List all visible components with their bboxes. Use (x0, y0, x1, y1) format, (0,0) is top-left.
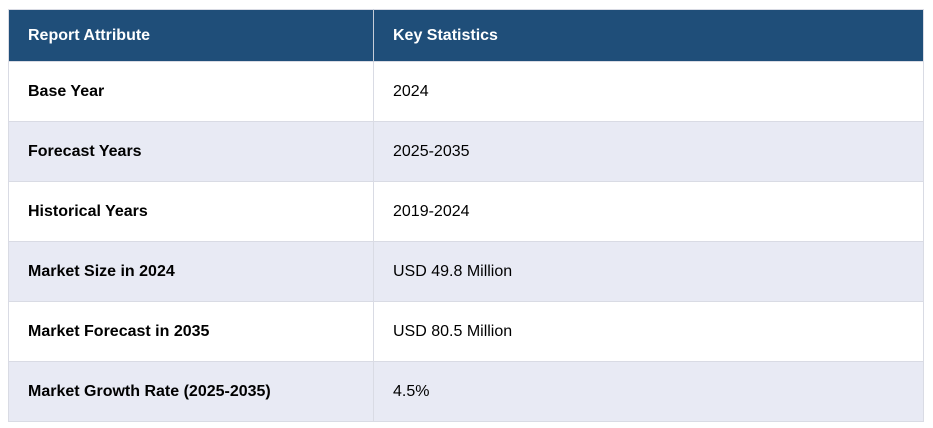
attribute-cell: Market Growth Rate (2025-2035) (8, 361, 374, 422)
report-summary-table: Report Attribute Key Statistics Base Yea… (8, 9, 924, 422)
table-row-market-size: Market Size in 2024 USD 49.8 Million (8, 241, 924, 302)
header-row: Report Attribute Key Statistics (8, 9, 924, 62)
attribute-cell: Base Year (8, 61, 374, 122)
table-row-historical-years: Historical Years 2019-2024 (8, 181, 924, 242)
attribute-cell: Market Size in 2024 (8, 241, 374, 302)
value-cell: USD 80.5 Million (373, 301, 924, 362)
attribute-cell: Forecast Years (8, 121, 374, 182)
table-row-base-year: Base Year 2024 (8, 61, 924, 122)
attribute-cell: Historical Years (8, 181, 374, 242)
attribute-cell: Market Forecast in 2035 (8, 301, 374, 362)
value-cell: USD 49.8 Million (373, 241, 924, 302)
value-cell: 2025-2035 (373, 121, 924, 182)
table-row-market-forecast: Market Forecast in 2035 USD 80.5 Million (8, 301, 924, 362)
value-cell: 2024 (373, 61, 924, 122)
table-row-growth-rate: Market Growth Rate (2025-2035) 4.5% (8, 361, 924, 422)
table-row-forecast-years: Forecast Years 2025-2035 (8, 121, 924, 182)
value-cell: 2019-2024 (373, 181, 924, 242)
column-header-key-statistics: Key Statistics (373, 9, 924, 62)
value-cell: 4.5% (373, 361, 924, 422)
column-header-report-attribute: Report Attribute (8, 9, 374, 62)
